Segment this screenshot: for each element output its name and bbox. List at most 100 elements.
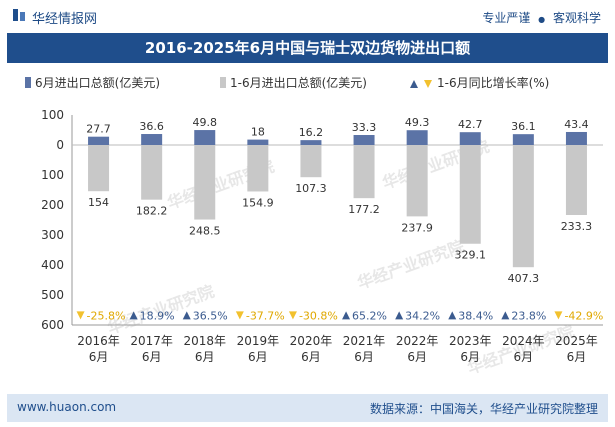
bar-cumulative (565, 145, 587, 215)
watermark-text: 华经产业研究院 (355, 237, 467, 293)
bar-cumulative-label: 177.2 (348, 203, 380, 216)
bar-june (300, 140, 322, 145)
bar-cumulative (88, 145, 110, 192)
chart-title: 2016-2025年6月中国与瑞士双边货物进出口额 (144, 39, 471, 57)
growth-down-icon (554, 311, 563, 320)
y-tick-label: 0 (56, 138, 64, 152)
bar-cumulative-label: 407.3 (508, 272, 540, 285)
bars: 27.7 154 -25.8% 36.6 182.2 18.9% 49.8 248.5 36.5… (76, 116, 603, 322)
bar-cumulative-label: 233.3 (561, 220, 593, 233)
growth-label: 65.2% (352, 309, 387, 322)
growth-label: -37.7% (246, 309, 285, 322)
x-tick-label-month: 6月 (89, 350, 109, 364)
x-tick-label-year: 2019年 (237, 334, 280, 348)
bar-june-label: 18 (251, 126, 265, 139)
bar-june-label: 49.8 (193, 116, 218, 129)
bar-june (459, 132, 481, 145)
bar-june-label: 49.3 (405, 116, 430, 129)
growth-label: 38.4% (458, 309, 493, 322)
x-tick-label-month: 6月 (354, 350, 374, 364)
legend-swatch-cumulative (220, 77, 226, 88)
y-tick-label: 300 (41, 228, 64, 242)
legend: 6月进出口总额(亿美元) 1-6月进出口总额(亿美元) 1-6月同比增长率(%) (25, 75, 549, 90)
growth-down-icon (288, 311, 297, 320)
x-tick-label-month: 6月 (460, 350, 480, 364)
bar-june (141, 134, 163, 145)
bar-cumulative (194, 145, 216, 220)
legend-label-growth: 1-6月同比增长率(%) (437, 75, 549, 90)
x-tick-label-year: 2022年 (396, 334, 439, 348)
bar-june (512, 134, 534, 145)
bar-june (194, 130, 216, 145)
legend-label-cumulative: 1-6月进出口总额(亿美元) (230, 75, 367, 90)
bar-june-label: 27.7 (86, 123, 111, 136)
bar-cumulative-label: 154.9 (242, 196, 274, 209)
x-tick-label-month: 6月 (195, 350, 215, 364)
bar-cumulative (406, 145, 428, 217)
growth-down-icon (76, 311, 85, 320)
tagline-right: 客观科学 (552, 11, 601, 25)
y-tick-label: 200 (41, 198, 64, 212)
growth-up-icon (129, 311, 138, 320)
y-tick-label: 600 (41, 318, 64, 332)
bar-cumulative-label: 182.2 (136, 205, 168, 218)
y-tick-label: 100 (41, 108, 64, 122)
footer: www.huaon.com 数据来源：中国海关，华经产业研究院整理 (7, 394, 608, 422)
y-tick-label: 400 (41, 258, 64, 272)
growth-up-icon (448, 311, 457, 320)
bar-june (353, 135, 375, 145)
footer-website[interactable]: www.huaon.com (17, 400, 117, 414)
x-tick-label-year: 2017年 (130, 334, 173, 348)
y-tick-label: 100 (41, 168, 64, 182)
bar-june (247, 139, 269, 145)
legend-triangle-up-icon (410, 80, 418, 88)
tagline: 专业严谨 ● 客观科学 (482, 9, 601, 26)
growth-label: 23.8% (511, 309, 546, 322)
growth-label: -30.8% (299, 309, 338, 322)
growth-up-icon (342, 311, 351, 320)
bar-cumulative-label: 237.9 (401, 221, 433, 234)
growth-label: -42.9% (564, 309, 603, 322)
legend-label-june: 6月进出口总额(亿美元) (35, 75, 160, 90)
brand-name: 华经情报网 (32, 12, 98, 27)
growth-label: 34.2% (405, 309, 440, 322)
bar-june-label: 36.1 (511, 120, 536, 133)
bar-cumulative-label: 248.5 (189, 225, 221, 238)
x-tick-label-year: 2018年 (183, 334, 226, 348)
top-bar: 华经情报网 专业严谨 ● 客观科学 (0, 0, 615, 33)
bar-june-label: 36.6 (139, 120, 164, 133)
bar-june (88, 136, 110, 145)
growth-up-icon (395, 311, 404, 320)
x-tick-label-year: 2024年 (502, 334, 545, 348)
x-tick-label-year: 2021年 (343, 334, 386, 348)
legend-swatch-june (25, 77, 31, 88)
bar-cumulative (353, 145, 375, 199)
x-tick-label-month: 6月 (142, 350, 162, 364)
growth-label: 36.5% (193, 309, 228, 322)
brand-logo-icon (13, 9, 25, 21)
tagline-separator: ● (538, 15, 546, 24)
bar-cumulative (512, 145, 534, 268)
x-tick-label-year: 2016年 (77, 334, 120, 348)
bar-cumulative (247, 145, 269, 192)
bar-june (406, 130, 428, 145)
y-tick-label: 500 (41, 288, 64, 302)
bar-cumulative (459, 145, 481, 244)
bar-june-label: 16.2 (299, 126, 324, 139)
x-tick-label-year: 2020年 (290, 334, 333, 348)
x-tick-label-month: 6月 (567, 350, 587, 364)
bar-june-label: 43.4 (564, 118, 589, 131)
bar-cumulative (141, 145, 163, 200)
x-tick-label-year: 2023年 (449, 334, 492, 348)
growth-up-icon (182, 311, 191, 320)
x-tick-label-year: 2025年 (555, 334, 598, 348)
x-tick-label-month: 6月 (248, 350, 268, 364)
bar-june-label: 33.3 (352, 121, 377, 134)
legend-triangle-down-icon (424, 80, 432, 88)
growth-label: -25.8% (87, 309, 126, 322)
growth-label: 18.9% (140, 309, 175, 322)
x-tick-label-month: 6月 (301, 350, 321, 364)
footer-source: 数据来源：中国海关，华经产业研究院整理 (369, 402, 598, 416)
bar-june (565, 131, 587, 145)
x-tick-label-month: 6月 (514, 350, 534, 364)
